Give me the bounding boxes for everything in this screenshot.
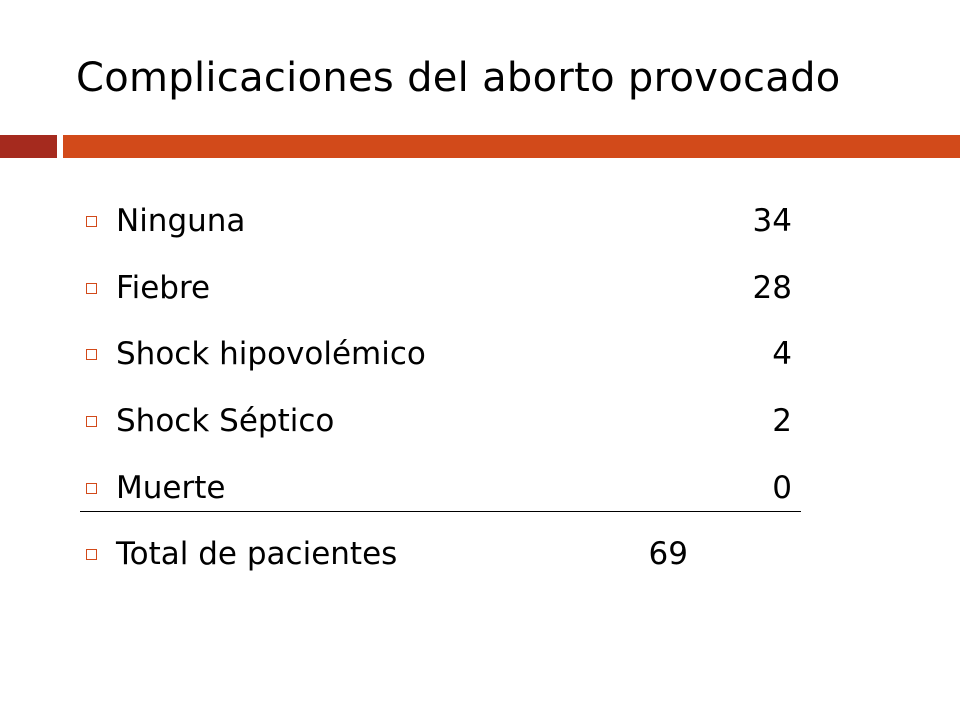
square-bullet-icon <box>86 416 97 427</box>
item-value: 4 <box>772 336 792 372</box>
item-label: Muerte <box>116 470 226 506</box>
square-bullet-icon <box>86 549 97 560</box>
item-value: 28 <box>752 270 792 306</box>
item-label: Shock hipovolémico <box>116 336 426 372</box>
item-value: 0 <box>772 470 792 506</box>
title-accent-bar-right <box>63 135 960 158</box>
slide-title: Complicaciones del aborto provocado <box>76 55 841 101</box>
item-label: Fiebre <box>116 270 211 306</box>
item-label: Ninguna <box>116 203 246 239</box>
square-bullet-icon <box>86 283 97 294</box>
total-value: 69 <box>648 536 688 572</box>
item-label: Shock Séptico <box>116 403 335 439</box>
item-value: 34 <box>752 203 792 239</box>
square-bullet-icon <box>86 349 97 360</box>
list-item: Muerte 0 <box>80 465 800 515</box>
total-divider-line <box>80 511 801 512</box>
list-item: Shock Séptico 2 <box>80 398 800 448</box>
square-bullet-icon <box>86 483 97 494</box>
list-item: Shock hipovolémico 4 <box>80 331 800 381</box>
square-bullet-icon <box>86 216 97 227</box>
list-item: Ninguna 34 <box>80 198 800 248</box>
total-row: Total de pacientes 69 <box>80 531 800 581</box>
total-label: Total de pacientes <box>116 536 398 572</box>
title-accent-bar-left <box>0 135 57 158</box>
list-item: Fiebre 28 <box>80 265 800 315</box>
item-value: 2 <box>772 403 792 439</box>
